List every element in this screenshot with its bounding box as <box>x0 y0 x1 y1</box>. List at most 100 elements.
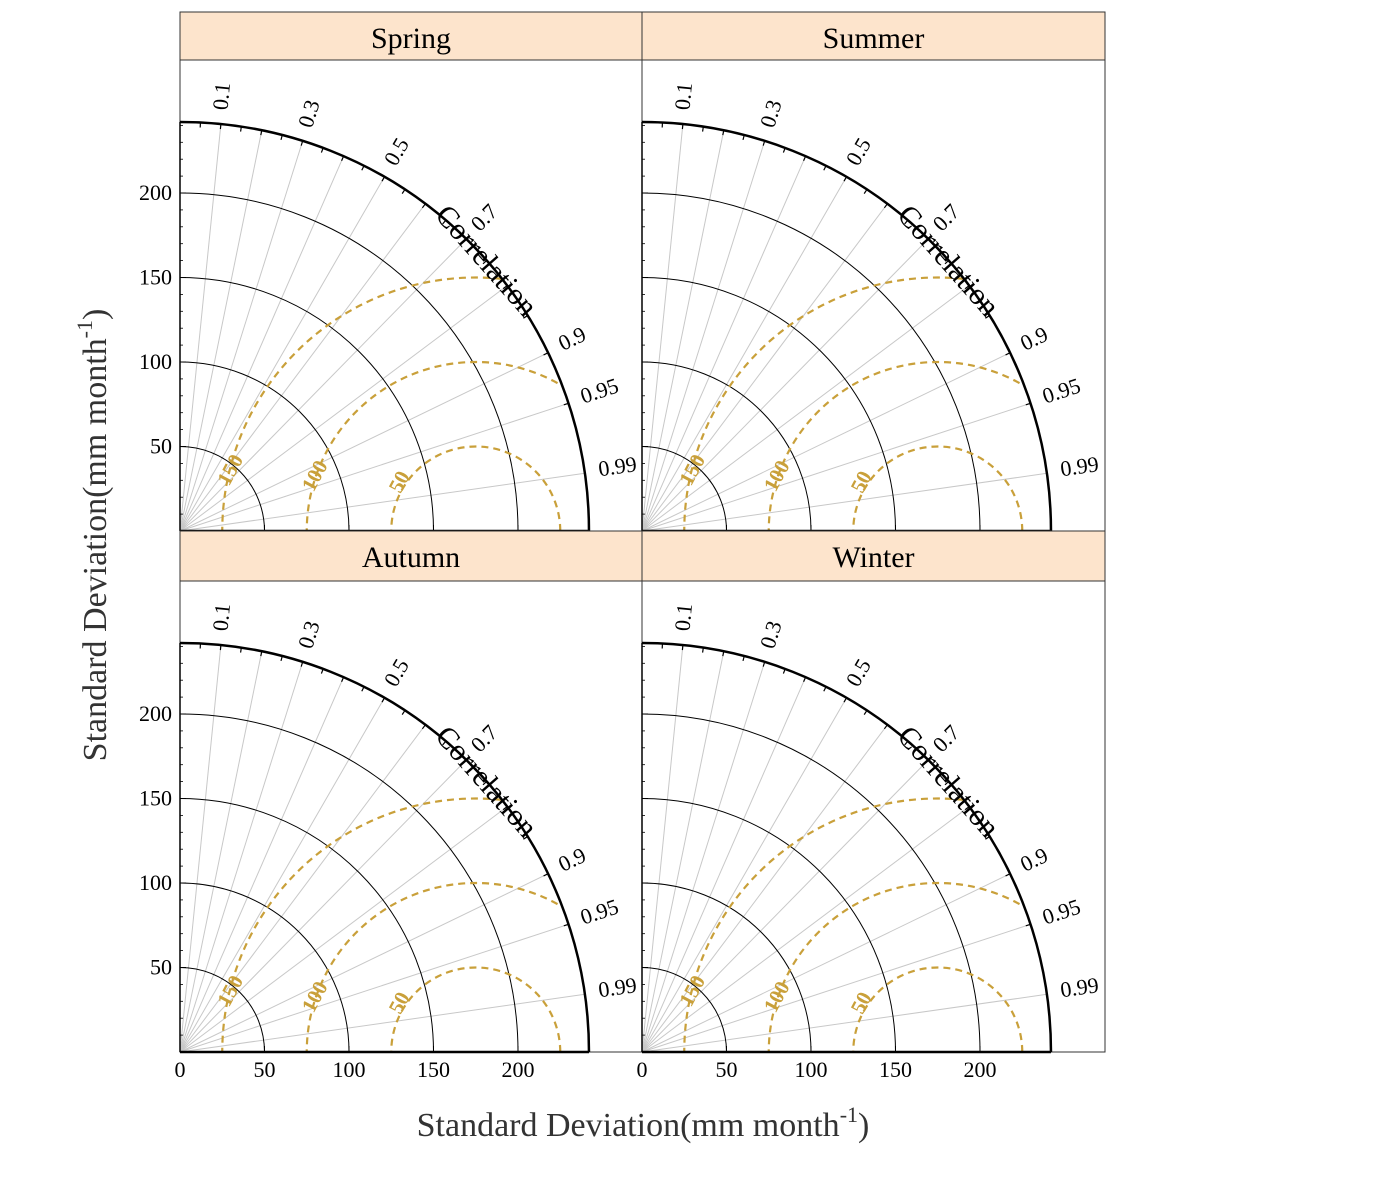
correlation-ray <box>641 806 970 1053</box>
x-tick-label: 150 <box>417 1057 450 1082</box>
correlation-ray <box>641 676 807 1053</box>
panel-header <box>179 530 643 582</box>
correlation-ray <box>179 124 222 532</box>
minor-tick <box>823 165 827 171</box>
correlation-ray <box>641 873 1011 1053</box>
x-tick-label: 0 <box>637 1057 648 1082</box>
minor-tick <box>240 126 242 132</box>
correlation-ray <box>179 806 508 1053</box>
minor-tick <box>260 651 263 657</box>
correlation-tick-label: 0.95 <box>577 373 621 409</box>
y-tick-label: 50 <box>150 955 172 980</box>
std-arc <box>179 967 265 1053</box>
correlation-tick-label: 0.5 <box>841 654 876 690</box>
minor-tick <box>722 130 725 136</box>
correlation-ray <box>179 155 345 532</box>
x-tick-label: 50 <box>716 1057 738 1082</box>
correlation-tick-label: 0.1 <box>669 81 697 111</box>
std-arc <box>179 361 350 532</box>
correlation-tick-label: 0.9 <box>554 842 590 876</box>
x-tick-label: 100 <box>795 1057 828 1082</box>
correlation-tick-label: 0.95 <box>1039 894 1083 930</box>
correlation-tick-label: 0.9 <box>554 321 590 355</box>
correlation-ray <box>179 130 263 532</box>
x-tick-label: 0 <box>175 1057 186 1082</box>
y-tick-label: 50 <box>150 434 172 459</box>
minor-tick <box>320 668 324 674</box>
minor-tick <box>219 124 222 130</box>
x-tick-label: 100 <box>333 1057 366 1082</box>
rms-label: 100 <box>759 977 795 1016</box>
std-arc <box>641 361 812 532</box>
correlation-tick-label: 0.1 <box>669 602 697 632</box>
rms-contour <box>767 360 1051 532</box>
minor-tick <box>361 165 365 171</box>
std-arc <box>641 798 896 1053</box>
y-tick-label: 200 <box>139 180 172 205</box>
panel-winter: Winter501001500.10.30.50.70.90.950.99Cor… <box>637 530 1106 1082</box>
rms-contour <box>767 881 1051 1052</box>
correlation-ray <box>641 130 725 532</box>
rms-contour <box>683 797 1051 1052</box>
minor-tick <box>924 759 929 764</box>
minor-tick <box>462 759 467 764</box>
minor-tick <box>240 647 242 653</box>
rms-label: 50 <box>384 988 415 1018</box>
minor-tick <box>523 836 528 840</box>
panel-autumn: Autumn501001500.10.30.50.70.90.950.99Cor… <box>139 530 643 1082</box>
minor-tick <box>762 140 766 146</box>
correlation-ray <box>179 203 426 532</box>
minor-tick <box>341 155 345 161</box>
correlation-ray <box>641 140 766 532</box>
rms-contour <box>852 966 1024 1052</box>
minor-tick <box>300 140 304 146</box>
correlation-ray <box>641 124 684 532</box>
correlation-ray <box>179 993 585 1053</box>
correlation-tick-label: 0.95 <box>577 894 621 930</box>
minor-tick <box>823 686 827 692</box>
correlation-tick-label: 0.9 <box>1016 842 1052 876</box>
minor-tick <box>883 724 888 730</box>
correlation-ray <box>179 285 508 532</box>
rms-label: 100 <box>297 456 333 495</box>
minor-tick <box>985 836 990 840</box>
minor-tick <box>320 147 324 153</box>
minor-tick <box>964 285 970 290</box>
correlation-ray <box>641 724 888 1053</box>
panel-title: Autumn <box>362 541 460 574</box>
minor-tick <box>442 740 447 746</box>
outer-arc <box>641 641 1053 1053</box>
correlation-ray <box>179 676 345 1053</box>
rms-label: 50 <box>846 988 877 1018</box>
minor-tick <box>702 647 704 653</box>
minor-tick <box>523 315 528 319</box>
correlation-tick-label: 0.3 <box>293 97 325 131</box>
minor-tick <box>702 126 704 132</box>
minor-tick <box>563 402 569 406</box>
minor-tick <box>502 285 508 290</box>
rms-contour <box>390 445 562 532</box>
minor-tick <box>442 219 447 225</box>
correlation-ray <box>179 352 549 532</box>
minor-tick <box>543 873 549 877</box>
correlation-tick-label: 0.99 <box>597 972 639 1002</box>
panel-title: Spring <box>371 22 451 55</box>
minor-tick <box>361 686 365 692</box>
minor-tick <box>742 134 745 140</box>
minor-tick <box>863 189 868 194</box>
outer-arc <box>179 641 591 1053</box>
rms-label: 100 <box>759 456 795 495</box>
correlation-ray <box>179 697 385 1053</box>
correlation-tick-label: 0.9 <box>1016 321 1052 355</box>
minor-tick <box>280 134 283 140</box>
correlation-ray <box>179 176 385 532</box>
y-tick-label: 100 <box>139 349 172 374</box>
correlation-ray <box>641 472 1047 532</box>
rms-contours <box>683 276 1051 532</box>
correlation-ray <box>179 402 569 532</box>
panel-summer: Summer501001500.10.30.50.70.90.950.99Cor… <box>641 11 1106 533</box>
panel-header <box>641 11 1106 61</box>
correlation-tick-label: 0.5 <box>379 654 414 690</box>
y-tick-label: 100 <box>139 870 172 895</box>
